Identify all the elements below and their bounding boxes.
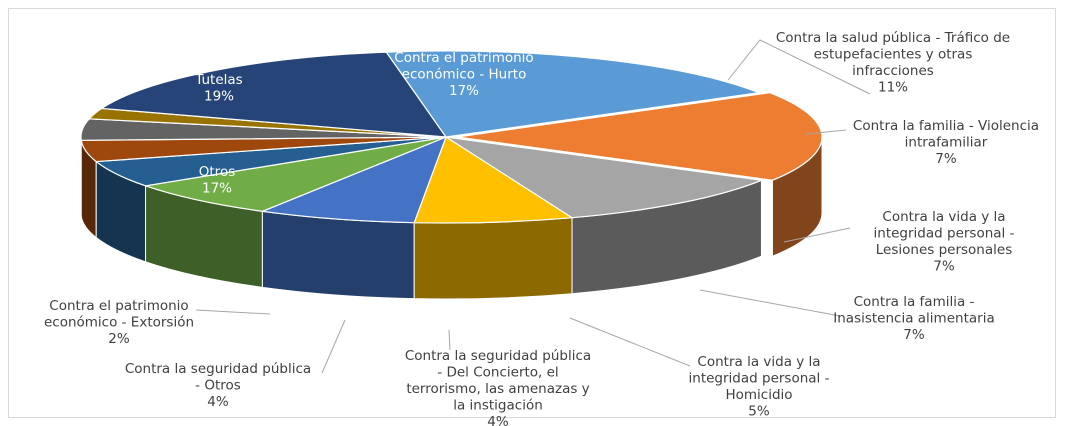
slice-side-contra-la-vida-y-la-integridad-personal-lesiones [261, 210, 415, 300]
slice-label-contra-la-vida-y-la-integridad-personal-lesiones-0: Contra la vida y la [882, 209, 1005, 225]
pct-label-contra-la-seguridad-publica-otros: 4% [207, 394, 229, 410]
pct-label-contra-la-familia-violencia-intrafamiliar: 7% [935, 151, 957, 167]
slice-contra-la-familia-inasistencia-alimentaria [145, 136, 447, 212]
slice-label-tutelas-0: Tutelas [194, 72, 242, 88]
slice-label-contra-el-patrimonio-economico-extorsion-1: económico - Extorsión [44, 315, 194, 331]
leader-line-contra-la-seguridad-publica-otros [321, 319, 346, 374]
leader-line-contra-la-seguridad-publica-del-concierto-el-ter [448, 329, 451, 351]
pct-label-contra-la-vida-y-la-integridad-personal-lesiones: 7% [933, 259, 955, 275]
slice-side-contra-la-familia-violencia-intrafamiliar [413, 217, 573, 300]
slice-contra-la-salud-publica-trafico-de-estupefacient [445, 136, 764, 219]
slice-label-contra-la-seguridad-publica-del-concierto-el-ter-3: la instigación [453, 398, 543, 414]
slice-label-contra-la-familia-inasistencia-alimentaria-1: Inasistencia alimentaria [833, 311, 994, 327]
slice-contra-la-familia-violencia-intrafamiliar [413, 136, 574, 224]
slice-label-contra-la-seguridad-publica-del-concierto-el-ter-2: terrorismo, las amenazas y [406, 381, 589, 397]
pct-label-contra-el-patrimonio-economico-extorsion: 2% [108, 331, 130, 347]
leader-line-contra-la-familia-violencia-intrafamiliar [805, 129, 847, 135]
slice-label-contra-la-seguridad-publica-del-concierto-el-ter-0: Contra la seguridad pública [405, 348, 591, 364]
slice-label-contra-la-salud-publica-trafico-de-estupefacient-0: Contra la salud pública - Tráfico de [776, 30, 1010, 46]
pct-label-tutelas: 19% [204, 89, 234, 105]
slice-label-contra-la-seguridad-publica-otros-1: - Otros [195, 378, 241, 394]
slice-label-contra-la-salud-publica-trafico-de-estupefacient-2: infracciones [852, 63, 934, 79]
slice-label-contra-el-patrimonio-economico-extorsion-0: Contra el patrimonio [49, 298, 188, 314]
pct-label-otros: 17% [202, 181, 232, 197]
slice-otros [99, 51, 448, 138]
slice-label-contra-la-salud-publica-trafico-de-estupefacient-1: estupefacientes y otras [814, 47, 973, 63]
slice-label-contra-el-patrimonio-economico-hurto-1: económico - Hurto [402, 67, 527, 83]
slice-label-contra-el-patrimonio-economico-hurto-0: Contra el patrimonio [394, 50, 533, 66]
slice-label-contra-la-familia-violencia-intrafamiliar-1: intrafamiliar [905, 135, 988, 151]
slice-label-contra-la-familia-violencia-intrafamiliar-0: Contra la familia - Violencia [853, 118, 1039, 134]
leader-line-contra-la-salud-publica-trafico-de-estupefacient [727, 39, 871, 95]
pct-label-contra-la-vida-y-la-integridad-personal-homicidi: 5% [748, 404, 770, 420]
slice-contra-el-patrimonio-economico-hurto [456, 92, 823, 181]
leader-line-contra-la-vida-y-la-integridad-personal-homicidi [569, 317, 691, 367]
slice-contra-la-vida-y-la-integridad-personal-lesiones [260, 135, 448, 224]
leader-line-contra-la-familia-inasistencia-alimentaria [699, 289, 841, 317]
slice-label-contra-la-vida-y-la-integridad-personal-lesiones-1: integridad personal - [874, 226, 1015, 242]
slice-label-contra-la-seguridad-publica-del-concierto-el-ter-1: - Del Concierto, el [437, 365, 558, 381]
pct-label-contra-el-patrimonio-economico-hurto: 17% [449, 83, 479, 99]
leader-line-contra-el-patrimonio-economico-extorsion [195, 309, 271, 315]
slice-label-contra-la-familia-inasistencia-alimentaria-0: Contra la familia - [854, 294, 975, 310]
slice-label-contra-la-vida-y-la-integridad-personal-homicidi-2: Homicidio [725, 387, 792, 403]
pct-label-contra-la-familia-inasistencia-alimentaria: 7% [903, 327, 925, 343]
slice-label-contra-la-seguridad-publica-otros-0: Contra la seguridad pública [125, 361, 311, 377]
pct-label-contra-la-salud-publica-trafico-de-estupefacient: 11% [878, 80, 908, 96]
slice-label-contra-la-vida-y-la-integridad-personal-lesiones-2: Lesiones personales [876, 242, 1012, 258]
slice-label-contra-la-vida-y-la-integridad-personal-homicidi-0: Contra la vida y la [697, 354, 820, 370]
leader-line-contra-la-vida-y-la-integridad-personal-lesiones [783, 227, 851, 243]
pct-label-contra-la-seguridad-publica-del-concierto-el-ter: 4% [487, 414, 509, 426]
slice-label-contra-la-vida-y-la-integridad-personal-homicidi-1: integridad personal - [689, 371, 830, 387]
slice-label-otros-0: Otros [199, 164, 235, 180]
slice-tutelas [385, 50, 762, 138]
